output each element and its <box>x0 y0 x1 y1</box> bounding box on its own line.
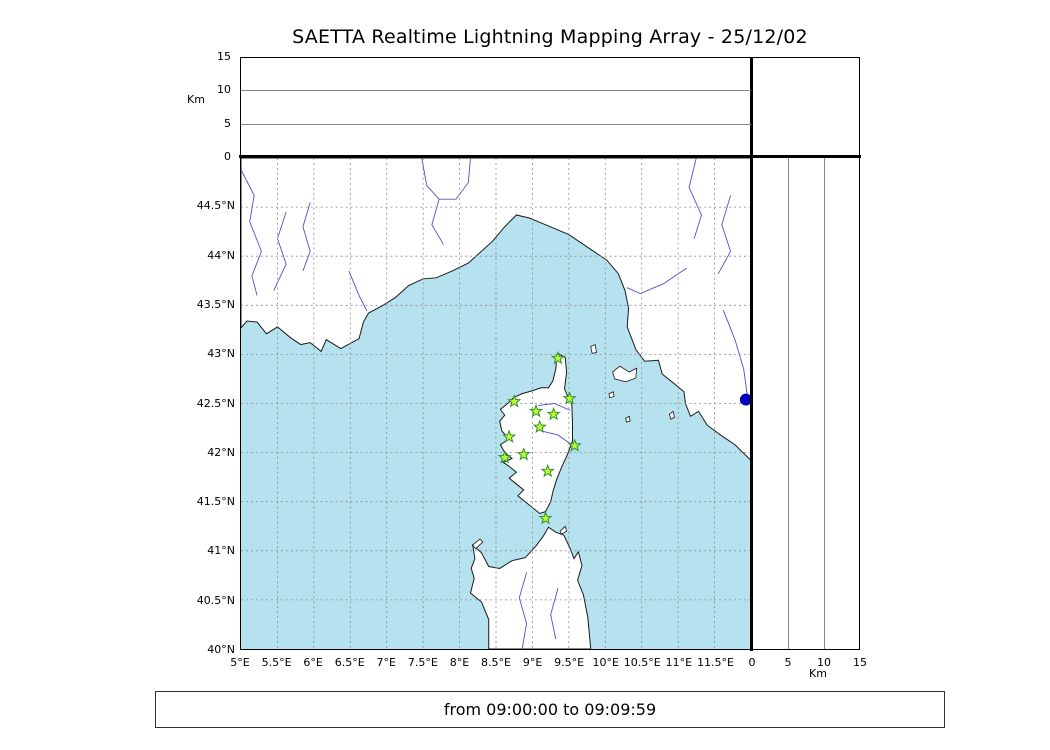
island <box>472 538 484 550</box>
lat-tick-label: 41.5°N <box>196 495 235 509</box>
station-star-icon <box>546 406 561 421</box>
river <box>688 158 702 239</box>
km-tick-label: 15 <box>853 656 867 669</box>
lon-tick-label: 11.5°E <box>696 656 734 669</box>
river <box>627 267 688 295</box>
river <box>273 211 287 291</box>
frame-divider-horizontal <box>239 155 861 158</box>
altitude-tick-label: 15 <box>217 50 231 63</box>
lat-tick-label: 40.5°N <box>196 593 235 607</box>
altitude-gridline <box>241 90 751 92</box>
river <box>302 202 311 272</box>
station-star-icon <box>540 463 555 478</box>
lon-tick-label: 8°E <box>449 656 470 669</box>
lat-tick-label: 43.5°N <box>196 297 235 311</box>
lon-tick-label: 10°E <box>592 656 619 669</box>
altitude-gridline <box>824 158 825 649</box>
lightning-event-dot <box>739 393 751 406</box>
lon-tick-label: 7.5°E <box>407 656 438 669</box>
island <box>625 415 631 423</box>
landmass <box>499 352 573 515</box>
station-star-icon <box>516 447 531 461</box>
lat-tick-label: 40°N <box>207 643 235 656</box>
altitude-tick-label: 5 <box>224 116 231 130</box>
station-star-icon <box>567 438 582 452</box>
distance-axis-unit-label: Km <box>809 667 827 680</box>
km-tick-label: 5 <box>784 656 792 669</box>
river <box>538 403 571 411</box>
station-star-icon <box>528 403 544 418</box>
station-star-icon <box>507 394 522 408</box>
lon-tick-label: 10.5°E <box>623 656 661 669</box>
island <box>668 410 675 420</box>
island <box>612 365 638 383</box>
altitude-axis-unit-label: Km <box>187 93 205 106</box>
station-star-icon <box>562 391 577 405</box>
station-star-icon <box>550 350 566 365</box>
frame-divider-vertical <box>750 57 753 651</box>
landmass <box>241 158 751 462</box>
river <box>550 588 559 640</box>
river <box>348 270 368 312</box>
altitude-tick-label: 10 <box>217 83 231 97</box>
lat-tick-label: 42.5°N <box>196 396 235 410</box>
river <box>717 195 732 275</box>
km-tick-label: 0 <box>748 656 756 669</box>
map-canvas <box>241 158 751 649</box>
altitude-latitude-panel <box>752 157 860 650</box>
time-range-box: from 09:00:00 to 09:09:59 <box>155 691 945 728</box>
lon-tick-label: 9.5°E <box>554 656 585 669</box>
lon-tick-label: 9°E <box>522 656 543 669</box>
time-range-text: from 09:00:00 to 09:09:59 <box>443 700 657 719</box>
river <box>518 572 528 649</box>
station-star-icon <box>538 511 553 525</box>
river <box>431 199 444 245</box>
station-star-icon <box>502 429 517 443</box>
lon-tick-label: 6°E <box>303 656 323 669</box>
altitude-gridline <box>788 158 789 649</box>
page-title: SAETTA Realtime Lightning Mapping Array … <box>292 26 808 48</box>
lon-tick-label: 7°E <box>376 656 397 669</box>
lat-tick-label: 43°N <box>207 347 235 361</box>
landmass <box>469 526 592 649</box>
lat-tick-label: 44.5°N <box>196 199 235 213</box>
lon-tick-label: 5.5°E <box>261 656 292 669</box>
island <box>559 525 568 535</box>
station-star-icon <box>497 450 512 464</box>
altitude-gridline <box>241 123 751 125</box>
lon-tick-label: 6.5°E <box>334 656 365 669</box>
altitude-tick-label: 0 <box>224 150 231 163</box>
map-panel <box>240 157 752 650</box>
km-tick-label: 10 <box>817 656 831 669</box>
lon-tick-label: 8.5°E <box>481 656 511 669</box>
river <box>541 430 573 446</box>
lon-tick-label: 11°E <box>665 656 693 669</box>
lat-tick-label: 44°N <box>207 248 235 262</box>
river <box>241 169 262 296</box>
altitude-longitude-panel <box>240 57 752 157</box>
corner-panel <box>752 57 860 157</box>
lat-tick-label: 41°N <box>207 544 235 558</box>
island <box>590 343 597 354</box>
lat-tick-label: 42°N <box>207 445 235 459</box>
river <box>421 158 471 200</box>
station-star-icon <box>532 419 547 434</box>
lon-tick-label: 5°E <box>230 656 250 669</box>
island <box>608 391 615 399</box>
